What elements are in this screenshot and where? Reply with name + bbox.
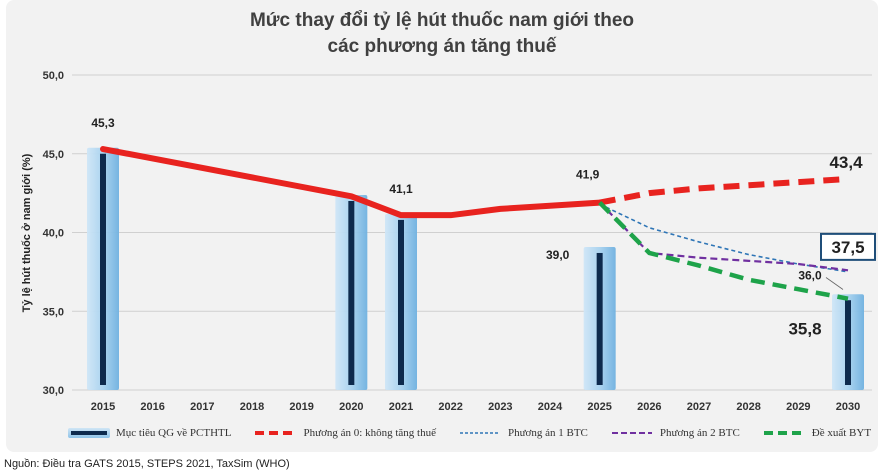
y-tick-label: 30,0 (43, 385, 64, 397)
x-tick-label: 2029 (786, 401, 810, 413)
y-tick-label: 40,0 (43, 228, 64, 240)
legend-label-scenario-0: Phương án 0: không tăng thuế (303, 427, 436, 439)
legend-label-target: Mục tiêu QG về PCTHTL (116, 427, 232, 439)
x-tick-label: 2021 (389, 401, 413, 413)
target-bar-core-2020 (348, 201, 355, 385)
target-bar-core-2015 (100, 153, 106, 385)
data-label: 43,4 (829, 153, 863, 172)
y-axis-title: Tỷ lệ hút thuốc ở nam giới (%) (21, 153, 33, 312)
legend-swatch-scenario-2 (611, 432, 652, 434)
target-bar-core-2025 (596, 252, 603, 385)
x-tick-label: 2015 (91, 401, 115, 413)
series-line-1 (599, 203, 849, 273)
legend-item-byt: Đề xuất BYT (762, 427, 871, 439)
data-label: 41,1 (389, 182, 413, 196)
label-leader (825, 277, 844, 290)
x-tick-label: 2020 (339, 401, 363, 413)
x-tick-label: 2027 (687, 401, 711, 413)
legend: Mục tiêu QG về PCTHTL Phương án 0: không… (68, 424, 884, 442)
legend-swatch-byt (763, 431, 804, 435)
target-bar-core-2030 (845, 300, 851, 385)
legend-item-scenario-1: Phương án 1 BTC (458, 427, 588, 439)
x-tick-label: 2018 (240, 401, 264, 413)
source-note: Nguồn: Điều tra GATS 2015, STEPS 2021, T… (4, 458, 290, 470)
legend-swatch-scenario-0 (255, 431, 296, 435)
x-tick-label: 2030 (836, 401, 860, 413)
grid-layer (72, 74, 872, 391)
series-line-2 (598, 201, 849, 272)
chart-title-line-1: Mức thay đổi tỷ lệ hút thuốc nam giới th… (249, 10, 635, 31)
tick-layer: 30,0 35,0 40,0 45,0 50,0 2015 2016 2017 2018 2019… (43, 70, 861, 413)
legend-label-byt: Đề xuất BYT (811, 427, 872, 439)
legend-item-scenario-2: Phương án 2 BTC (610, 427, 740, 439)
legend-item-scenario-0: Phương án 0: không tăng thuế (253, 427, 436, 439)
label-layer: 45,3 41,1 41,9 39,0 43,4 37,5 36,0 35,8 (91, 116, 876, 339)
data-label: 41,9 (576, 168, 600, 182)
y-tick-label: 45,0 (43, 149, 64, 161)
y-tick-label: 35,0 (43, 306, 64, 318)
y-tick-label: 50,0 (43, 70, 64, 82)
data-label: 45,3 (91, 116, 115, 130)
data-label: 39,0 (546, 248, 570, 262)
data-label: 36,0 (798, 269, 822, 283)
data-label: 37,5 (831, 238, 864, 257)
x-tick-label: 2022 (438, 401, 462, 413)
x-tick-label: 2024 (538, 401, 563, 413)
legend-swatch-scenario-1 (459, 432, 500, 434)
legend-item-target: Mục tiêu QG về PCTHTL (68, 427, 231, 439)
chart-title-line-2: các phương án tăng thuế (327, 36, 557, 57)
x-tick-label: 2019 (289, 401, 313, 413)
line-layer (100, 146, 849, 301)
x-tick-label: 2023 (488, 401, 512, 413)
data-label-box (820, 232, 876, 261)
series-line-scenario-0-projection (599, 175, 849, 206)
legend-swatch-target (68, 428, 110, 438)
bar-layer (87, 147, 864, 390)
x-tick-label: 2016 (140, 401, 164, 413)
legend-label-scenario-1: Phương án 1 BTC (507, 427, 588, 439)
series-line-3 (598, 200, 849, 301)
x-tick-label: 2028 (736, 401, 760, 413)
x-tick-label: 2026 (637, 401, 661, 413)
target-bar-core-2021 (398, 219, 404, 385)
x-tick-label: 2017 (190, 401, 214, 413)
x-tick-label: 2025 (587, 401, 611, 413)
data-label: 35,8 (788, 320, 821, 339)
series-line-scenario-0-actual (100, 146, 603, 219)
legend-label-scenario-2: Phương án 2 BTC (659, 427, 740, 439)
